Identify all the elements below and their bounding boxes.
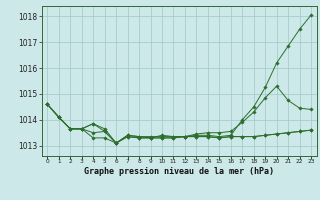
X-axis label: Graphe pression niveau de la mer (hPa): Graphe pression niveau de la mer (hPa) (84, 167, 274, 176)
